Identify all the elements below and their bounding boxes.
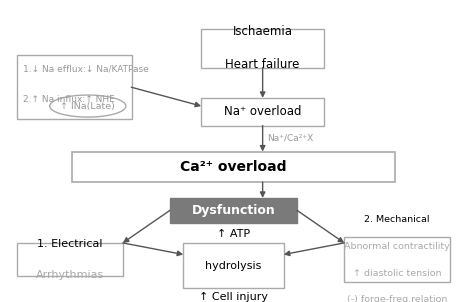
FancyBboxPatch shape: [170, 198, 297, 223]
Text: ↑ Cell injury: ↑ Cell injury: [199, 292, 268, 302]
Text: Heart failure: Heart failure: [226, 58, 300, 71]
Text: ↑ ATP: ↑ ATP: [217, 229, 250, 239]
Text: hydrolysis: hydrolysis: [205, 261, 262, 271]
Text: 2. Mechanical: 2. Mechanical: [364, 215, 430, 224]
Text: 2.↑ Na influx:↑ NHE: 2.↑ Na influx:↑ NHE: [22, 95, 114, 104]
FancyBboxPatch shape: [17, 55, 132, 119]
FancyBboxPatch shape: [201, 28, 324, 68]
Text: 1. Electrical: 1. Electrical: [37, 239, 103, 249]
FancyBboxPatch shape: [201, 98, 324, 126]
Text: 1.↓ Na efflux:↓ Na/KATPase: 1.↓ Na efflux:↓ Na/KATPase: [22, 65, 149, 74]
Text: Abnormal contractility: Abnormal contractility: [344, 242, 450, 251]
FancyBboxPatch shape: [345, 237, 450, 282]
Text: Ischaemia: Ischaemia: [233, 25, 293, 38]
Ellipse shape: [50, 95, 126, 117]
Text: Ca²⁺ overload: Ca²⁺ overload: [180, 160, 287, 174]
Text: ↑ INa(Late): ↑ INa(Late): [60, 101, 115, 111]
Text: Dysfunction: Dysfunction: [191, 204, 276, 217]
FancyBboxPatch shape: [17, 243, 122, 276]
Text: Na⁺ overload: Na⁺ overload: [224, 105, 301, 118]
Text: Na⁺/Ca²⁺X: Na⁺/Ca²⁺X: [267, 133, 313, 143]
FancyBboxPatch shape: [183, 243, 284, 288]
Text: ↑ diastolic tension: ↑ diastolic tension: [353, 268, 441, 278]
Text: (-) forge-freq.relation: (-) forge-freq.relation: [347, 295, 447, 302]
Text: Arrhythmias: Arrhythmias: [36, 270, 104, 280]
FancyBboxPatch shape: [72, 152, 395, 182]
